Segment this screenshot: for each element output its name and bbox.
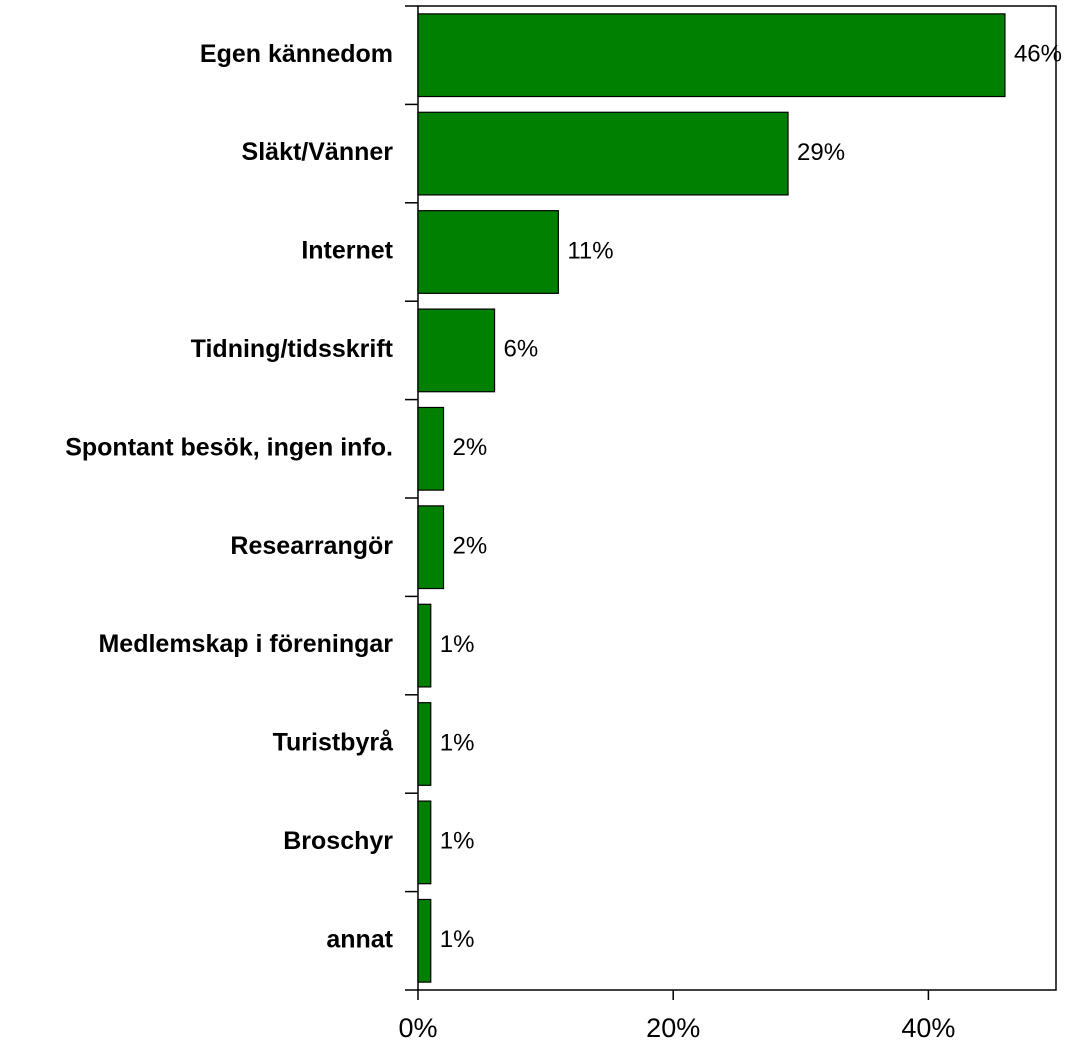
bar (417, 111, 789, 196)
bar (417, 13, 1006, 98)
y-tick-label: annat (326, 925, 393, 953)
bar (417, 308, 496, 393)
value-label: 2% (453, 533, 488, 560)
value-label: 1% (440, 926, 475, 953)
y-tick-label: Tidning/tidsskrift (191, 335, 394, 363)
value-label: 1% (440, 729, 475, 756)
y-tick-label: Researrangör (230, 532, 393, 560)
value-label: 1% (440, 631, 475, 658)
value-label: 29% (797, 139, 845, 166)
x-tick-label: 40% (901, 1013, 955, 1043)
bar (417, 800, 432, 885)
value-label: 11% (567, 237, 613, 264)
bar (417, 702, 432, 786)
value-label: 6% (504, 336, 539, 363)
bar (417, 603, 432, 688)
x-tick-label: 0% (398, 1013, 437, 1043)
bar (417, 210, 559, 294)
bar (417, 406, 445, 491)
y-tick-label: Internet (301, 237, 393, 265)
x-tick-label: 20% (646, 1013, 700, 1043)
y-tick-label: Turistbyrå (273, 729, 393, 757)
y-tick-label: Egen kännedom (200, 40, 393, 68)
value-label: 46% (1014, 41, 1062, 68)
bar (417, 898, 432, 983)
y-tick-label: Medlemskap i föreningar (98, 630, 393, 658)
y-tick-label: Släkt/Vänner (242, 138, 394, 166)
bar (417, 505, 445, 590)
y-tick-label: Broschyr (283, 827, 393, 855)
value-label: 2% (453, 434, 488, 461)
value-label: 1% (440, 828, 475, 855)
y-tick-label: Spontant besök, ingen info. (65, 433, 393, 461)
